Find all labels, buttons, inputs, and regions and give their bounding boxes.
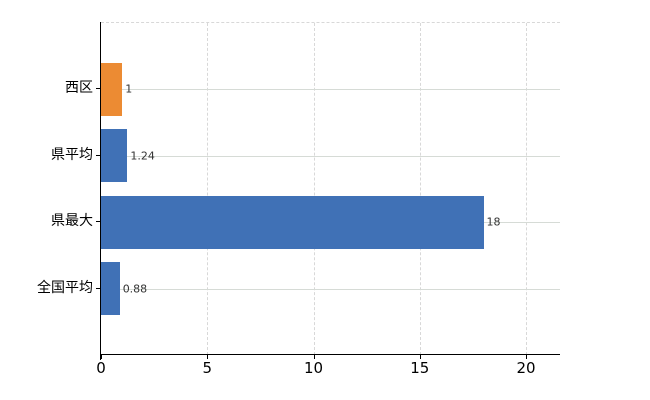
vertical-gridline <box>207 23 209 355</box>
vertical-gridline <box>526 23 527 355</box>
bar-value-label: 0.88 <box>122 282 148 296</box>
bar-value-label: 18 <box>486 215 501 229</box>
vertical-gridline <box>313 23 315 355</box>
category-tick <box>96 154 101 156</box>
x-axis-tick <box>207 355 209 359</box>
category-gridline <box>101 89 560 91</box>
category-tick <box>96 221 101 223</box>
category-tick <box>96 88 101 90</box>
plot-area: 1 1.24 18 0.88 <box>101 22 560 355</box>
x-axis-tick <box>526 355 527 359</box>
category-label: 全国平均 <box>37 279 93 296</box>
x-tick-label: 0 <box>96 359 106 377</box>
bar <box>101 262 120 316</box>
category-gridline <box>101 155 560 157</box>
bar <box>101 195 484 249</box>
category-label: 県平均 <box>51 146 93 163</box>
bar-value-label: 1.24 <box>130 149 155 163</box>
x-axis-line <box>101 354 560 355</box>
x-axis-tick <box>101 355 102 359</box>
bar <box>101 62 123 116</box>
category-label: 西区 <box>65 80 93 97</box>
x-axis-tick <box>419 355 421 359</box>
bar-value-label: 1 <box>125 82 133 96</box>
category-gridline <box>101 288 560 290</box>
x-tick-label: 20 <box>516 359 536 377</box>
y-axis-line <box>100 22 101 360</box>
x-axis-tick <box>313 355 315 359</box>
bar <box>101 129 128 183</box>
vertical-gridline <box>419 23 421 355</box>
x-tick-label: 15 <box>410 359 430 377</box>
x-tick-label: 5 <box>202 359 213 377</box>
x-tick-label: 10 <box>303 359 324 377</box>
category-tick <box>96 287 101 289</box>
category-label: 県最大 <box>51 213 93 230</box>
